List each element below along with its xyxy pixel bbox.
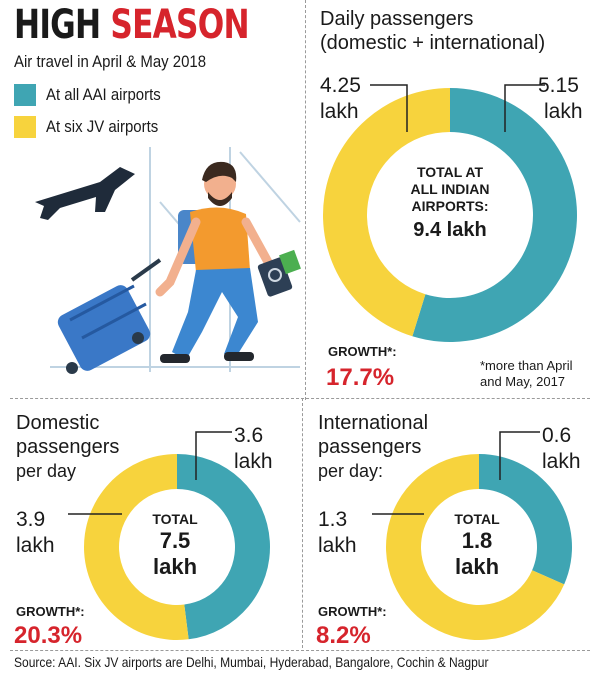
daily-center-line2: ALL INDIAN [410,181,490,197]
daily-center-line3: AIRPORTS: [411,198,489,214]
international-jv-value: 1.3 [318,508,348,531]
domestic-title-line2: passengers [16,436,120,458]
daily-leader-jv [370,84,408,132]
domestic-center-line3: lakh [152,554,198,579]
international-jv-unit: lakh [318,534,357,557]
title-part-2: SEASON [110,2,249,48]
domestic-aai-value: 3.6 [234,424,264,447]
divider-vertical-bottom [302,398,303,648]
traveler-person [155,161,281,363]
domestic-jv-unit: lakh [16,534,55,557]
domestic-title-line3: per day [16,461,77,481]
daily-title-line2: (domestic + international) [320,32,546,54]
legend-item-jv: At six JV airports [14,116,174,138]
daily-growth-value: 17.7% [326,364,395,391]
daily-jv-unit: lakh [320,100,359,123]
international-aai-unit: lakh [542,450,581,473]
traveler-illustration [35,147,301,374]
title-part-1: HIGH [14,2,101,48]
international-center-line2: 1.8 [461,528,493,553]
international-center-line1: TOTAL [454,511,500,527]
daily-growth-label: GROWTH*: [328,344,397,359]
international-growth-label: GROWTH*: [318,604,387,619]
domestic-growth-label: GROWTH*: [16,604,85,619]
legend-swatch-jv [14,116,36,138]
international-title-line1: International [318,412,429,434]
legend-label-aai: At all AAI airports [46,85,161,104]
legend-swatch-aai [14,84,36,106]
daily-note-line2: and May, 2017 [480,374,566,389]
daily-note-line1: *more than April [480,358,573,373]
divider-horizontal [10,398,590,399]
international-title-line3: per day: [318,461,384,481]
page-title: HIGH SEASON [14,2,250,48]
domestic-title-line1: Domestic [16,412,100,434]
divider-vertical-top [305,0,306,400]
legend-label-jv: At six JV airports [46,117,159,136]
domestic-growth-value: 20.3% [14,622,83,649]
international-leader-aai [499,431,540,480]
divider-footer [10,650,590,651]
domestic-center-line2: 7.5 [159,528,191,553]
suitcase-icon [57,258,162,374]
legend-item-aai: At all AAI airports [14,84,176,106]
daily-title-line1: Daily passengers [320,8,474,30]
domestic-center-line1: TOTAL [152,511,198,527]
domestic-aai-unit: lakh [234,450,273,473]
passport-icon [257,249,301,297]
daily-center-line1: TOTAL AT [416,164,484,180]
daily-center-value: 9.4 lakh [413,219,487,241]
daily-aai-value: 5.15 [538,74,579,97]
domestic-leader-aai [195,431,232,480]
international-center-line3: lakh [454,554,500,579]
international-aai-value: 0.6 [542,424,572,447]
international-growth-value: 8.2% [316,622,371,649]
daily-jv-value: 4.25 [320,74,361,97]
source-note: Source: AAI. Six JV airports are Delhi, … [14,654,489,670]
page-subtitle: Air travel in April & May 2018 [14,52,207,71]
international-title-line2: passengers [318,436,422,458]
airplane-icon [35,167,135,220]
daily-aai-unit: lakh [544,100,583,123]
domestic-jv-value: 3.9 [16,508,46,531]
